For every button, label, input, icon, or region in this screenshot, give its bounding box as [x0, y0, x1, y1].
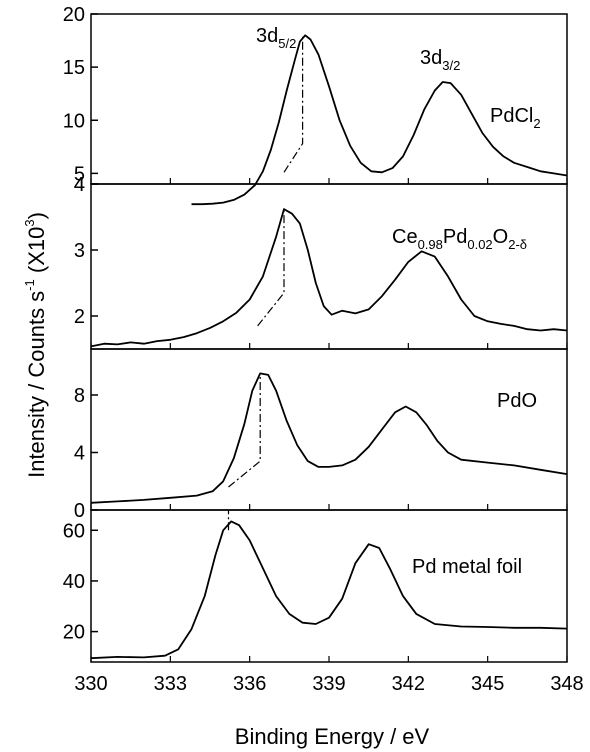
y-tick-label: 2 [74, 306, 85, 328]
peak-label-3d52: 3d5/2 [256, 25, 296, 51]
x-tick-label: 339 [312, 673, 345, 695]
x-tick-label: 348 [550, 673, 583, 695]
x-axis-label: Binding Energy / eV [235, 724, 430, 749]
panel-pdfoil: 20 40 60 Pd metal foil [63, 509, 568, 663]
y-tick-label: 4 [74, 443, 85, 465]
peak-label-3d32: 3d3/2 [420, 47, 460, 73]
y-tick-label: 20 [63, 622, 85, 644]
x-tick-label: 342 [392, 673, 425, 695]
y-axis-label: Intensity / Counts s-1 (X103) [22, 212, 49, 478]
panel-frame [90, 348, 568, 511]
panel-frame [90, 13, 568, 185]
x-tick-label: 336 [233, 673, 266, 695]
y-tick-label: 60 [63, 520, 85, 542]
panel-label-ceo2: Ce0.98Pd0.02O2-δ [392, 226, 527, 252]
x-axis: 330 333 336 339 342 345 348 [74, 673, 583, 695]
y-tick-label: 40 [63, 571, 85, 593]
panel-frame [90, 183, 568, 350]
panel-label-pdcl2: PdCl2 [490, 105, 541, 131]
panel-label-pdfoil: Pd metal foil [412, 556, 522, 578]
y-tick-label: 0 [74, 500, 85, 522]
y-tick-label: 10 [63, 110, 85, 132]
series-line-pdo [90, 372, 568, 504]
panel-frame [90, 509, 568, 663]
peak-shift-guide [257, 209, 285, 327]
x-tick-label: 330 [74, 673, 107, 695]
y-tick-label: 4 [74, 174, 85, 196]
peak-shift-guide [283, 35, 304, 173]
x-tick-label: 333 [154, 673, 187, 695]
y-tick-label: 5 [74, 163, 85, 185]
panel-ceo2: 2 3 4 Ce0.98Pd0.02O2-δ [74, 174, 568, 350]
panel-pdcl2: 45 10 15 20 PdCl2 [63, 4, 568, 206]
x-tick-label: 345 [471, 673, 504, 695]
series-line-ceo2 [90, 208, 568, 348]
series-line-pdcl2 [191, 34, 568, 206]
y-tick-label: 8 [74, 385, 85, 407]
panel-pdo: 0 4 8 PdO [74, 348, 568, 522]
y-tick-label: 20 [63, 4, 85, 26]
panel-label-pdo: PdO [497, 390, 537, 412]
y-tick-label: 4 [74, 174, 85, 196]
y-tick-label: 3 [74, 240, 85, 262]
peak-shift-guide [228, 373, 261, 488]
y-tick-label: 15 [63, 57, 85, 79]
series-line-pdfoil [90, 520, 568, 660]
